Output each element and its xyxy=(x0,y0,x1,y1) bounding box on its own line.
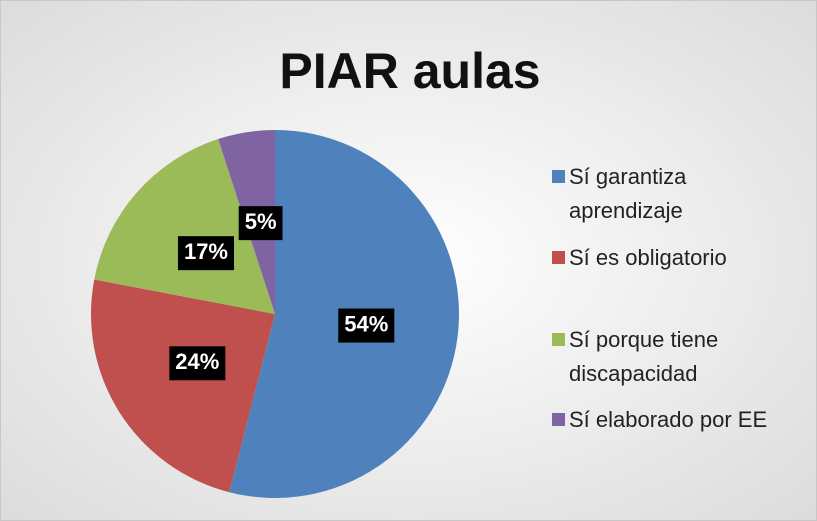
legend-swatch xyxy=(552,251,565,264)
data-label-box xyxy=(177,236,235,271)
pie-slice xyxy=(91,279,275,493)
legend-label: Sí garantiza aprendizaje xyxy=(569,164,687,223)
data-label-box xyxy=(238,206,283,241)
data-label: 24% xyxy=(169,346,226,381)
data-label: 17% xyxy=(177,236,235,271)
legend-swatch xyxy=(552,170,565,183)
data-label-box xyxy=(338,308,395,343)
data-label: 5% xyxy=(238,206,283,241)
data-label-text: 5% xyxy=(245,209,277,234)
legend-entry: Sí es obligatorio xyxy=(552,241,802,275)
pie-slice xyxy=(94,139,275,314)
legend-entry: Sí garantiza aprendizaje xyxy=(552,160,802,228)
data-label-text: 17% xyxy=(184,239,228,264)
data-label-text: 54% xyxy=(344,311,388,336)
pie: 54% 24% 17% 5% xyxy=(91,130,460,499)
legend-label: Sí elaborado por EE xyxy=(569,407,768,432)
data-label-box xyxy=(169,346,226,381)
legend-swatch xyxy=(552,413,565,426)
legend-label: Sí porque tiene discapacidad xyxy=(569,327,719,386)
legend-entry: Sí elaborado por EE xyxy=(552,403,802,437)
legend-swatch xyxy=(552,333,565,346)
data-label: 54% xyxy=(338,308,395,343)
legend-label: Sí es obligatorio xyxy=(569,245,727,270)
data-label-text: 24% xyxy=(175,349,219,374)
legend-entry: Sí porque tiene discapacidad xyxy=(552,323,802,391)
chart-title: PIAR aulas xyxy=(279,43,540,99)
